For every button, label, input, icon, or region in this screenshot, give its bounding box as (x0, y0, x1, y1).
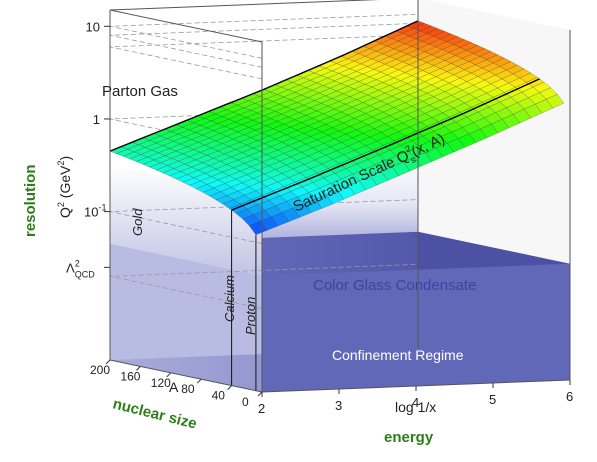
nucleus-gold: Gold (130, 208, 145, 236)
gold-line (109, 20, 419, 152)
a-tick-label: 160 (120, 369, 140, 383)
frame-edge (109, 0, 380, 11)
q2-tick-0p1-exp: -1 (98, 203, 106, 213)
energy-tick-label: 4 (412, 395, 419, 410)
a-tick-label: 120 (151, 376, 171, 390)
q2-axis-title: Q2 (GeV2) (56, 156, 73, 218)
frame-edge (109, 359, 263, 393)
a-tick-mark (136, 366, 141, 371)
q2-tick-lqcd-base: Λ (66, 260, 75, 275)
a-tick-label: 80 (181, 382, 195, 396)
q2-tick-lqcd: Λ2 QCD (66, 258, 95, 279)
a-tick-mark (105, 359, 111, 365)
q2-axis-q-sup: 2 (56, 202, 66, 207)
energy-tick-label: 5 (489, 392, 496, 407)
a-tick-mark (166, 372, 172, 378)
nucleus-calcium: Calcium (222, 275, 237, 322)
q2-tick-0p1-base: 10 (84, 205, 98, 220)
q2-tick-1: 1 (93, 112, 100, 127)
region-cgc: Color Glass Condensate (313, 277, 476, 294)
region-confinement: Confinement Regime (332, 347, 464, 363)
frame-edge (109, 9, 263, 43)
energy-tick-label: 2 (258, 401, 265, 416)
a-tick-label: 40 (212, 389, 226, 403)
q2-tick-lqcd-sup: 2 (75, 258, 80, 268)
nuclear-size-label: nuclear size (111, 395, 198, 432)
q2-axis-unit-close: ) (57, 156, 73, 161)
resolution-label: resolution (22, 164, 39, 237)
region-parton-gas: Parton Gas (102, 83, 178, 100)
energy-label: energy (384, 429, 434, 446)
a-axis-title: A (169, 379, 179, 395)
calcium-line (231, 78, 540, 211)
surface-cell (546, 93, 565, 109)
q2-axis-unit-open: (GeV (57, 165, 73, 202)
saturation-scale-sup: 2 (404, 143, 413, 154)
a-tick-mark (227, 385, 232, 390)
front-confinement (262, 263, 570, 392)
nucleus-proton: Proton (243, 297, 258, 335)
q2-axis-unit-sup: 2 (56, 161, 66, 166)
saturation-scale-sub: s (409, 154, 418, 165)
axes-frame (109, 0, 571, 393)
energy-tick-label: 3 (335, 398, 342, 413)
a-tick-mark (196, 378, 202, 384)
q2-axis-q: Q (57, 207, 73, 218)
a-tick-label: 200 (90, 363, 110, 377)
saturation-surface (109, 20, 565, 391)
a-tick-label: 0 (242, 395, 249, 409)
energy-axis-title: log 1/x (395, 399, 436, 415)
q2-tick-10: 10 (86, 19, 100, 34)
left-wall-confinement (110, 243, 262, 392)
q2-tick-0p1: 10-1 (84, 203, 106, 220)
energy-tick-label: 6 (566, 389, 573, 404)
a-tick-mark (257, 391, 263, 397)
q2-tick-lqcd-sub: QCD (75, 269, 96, 279)
